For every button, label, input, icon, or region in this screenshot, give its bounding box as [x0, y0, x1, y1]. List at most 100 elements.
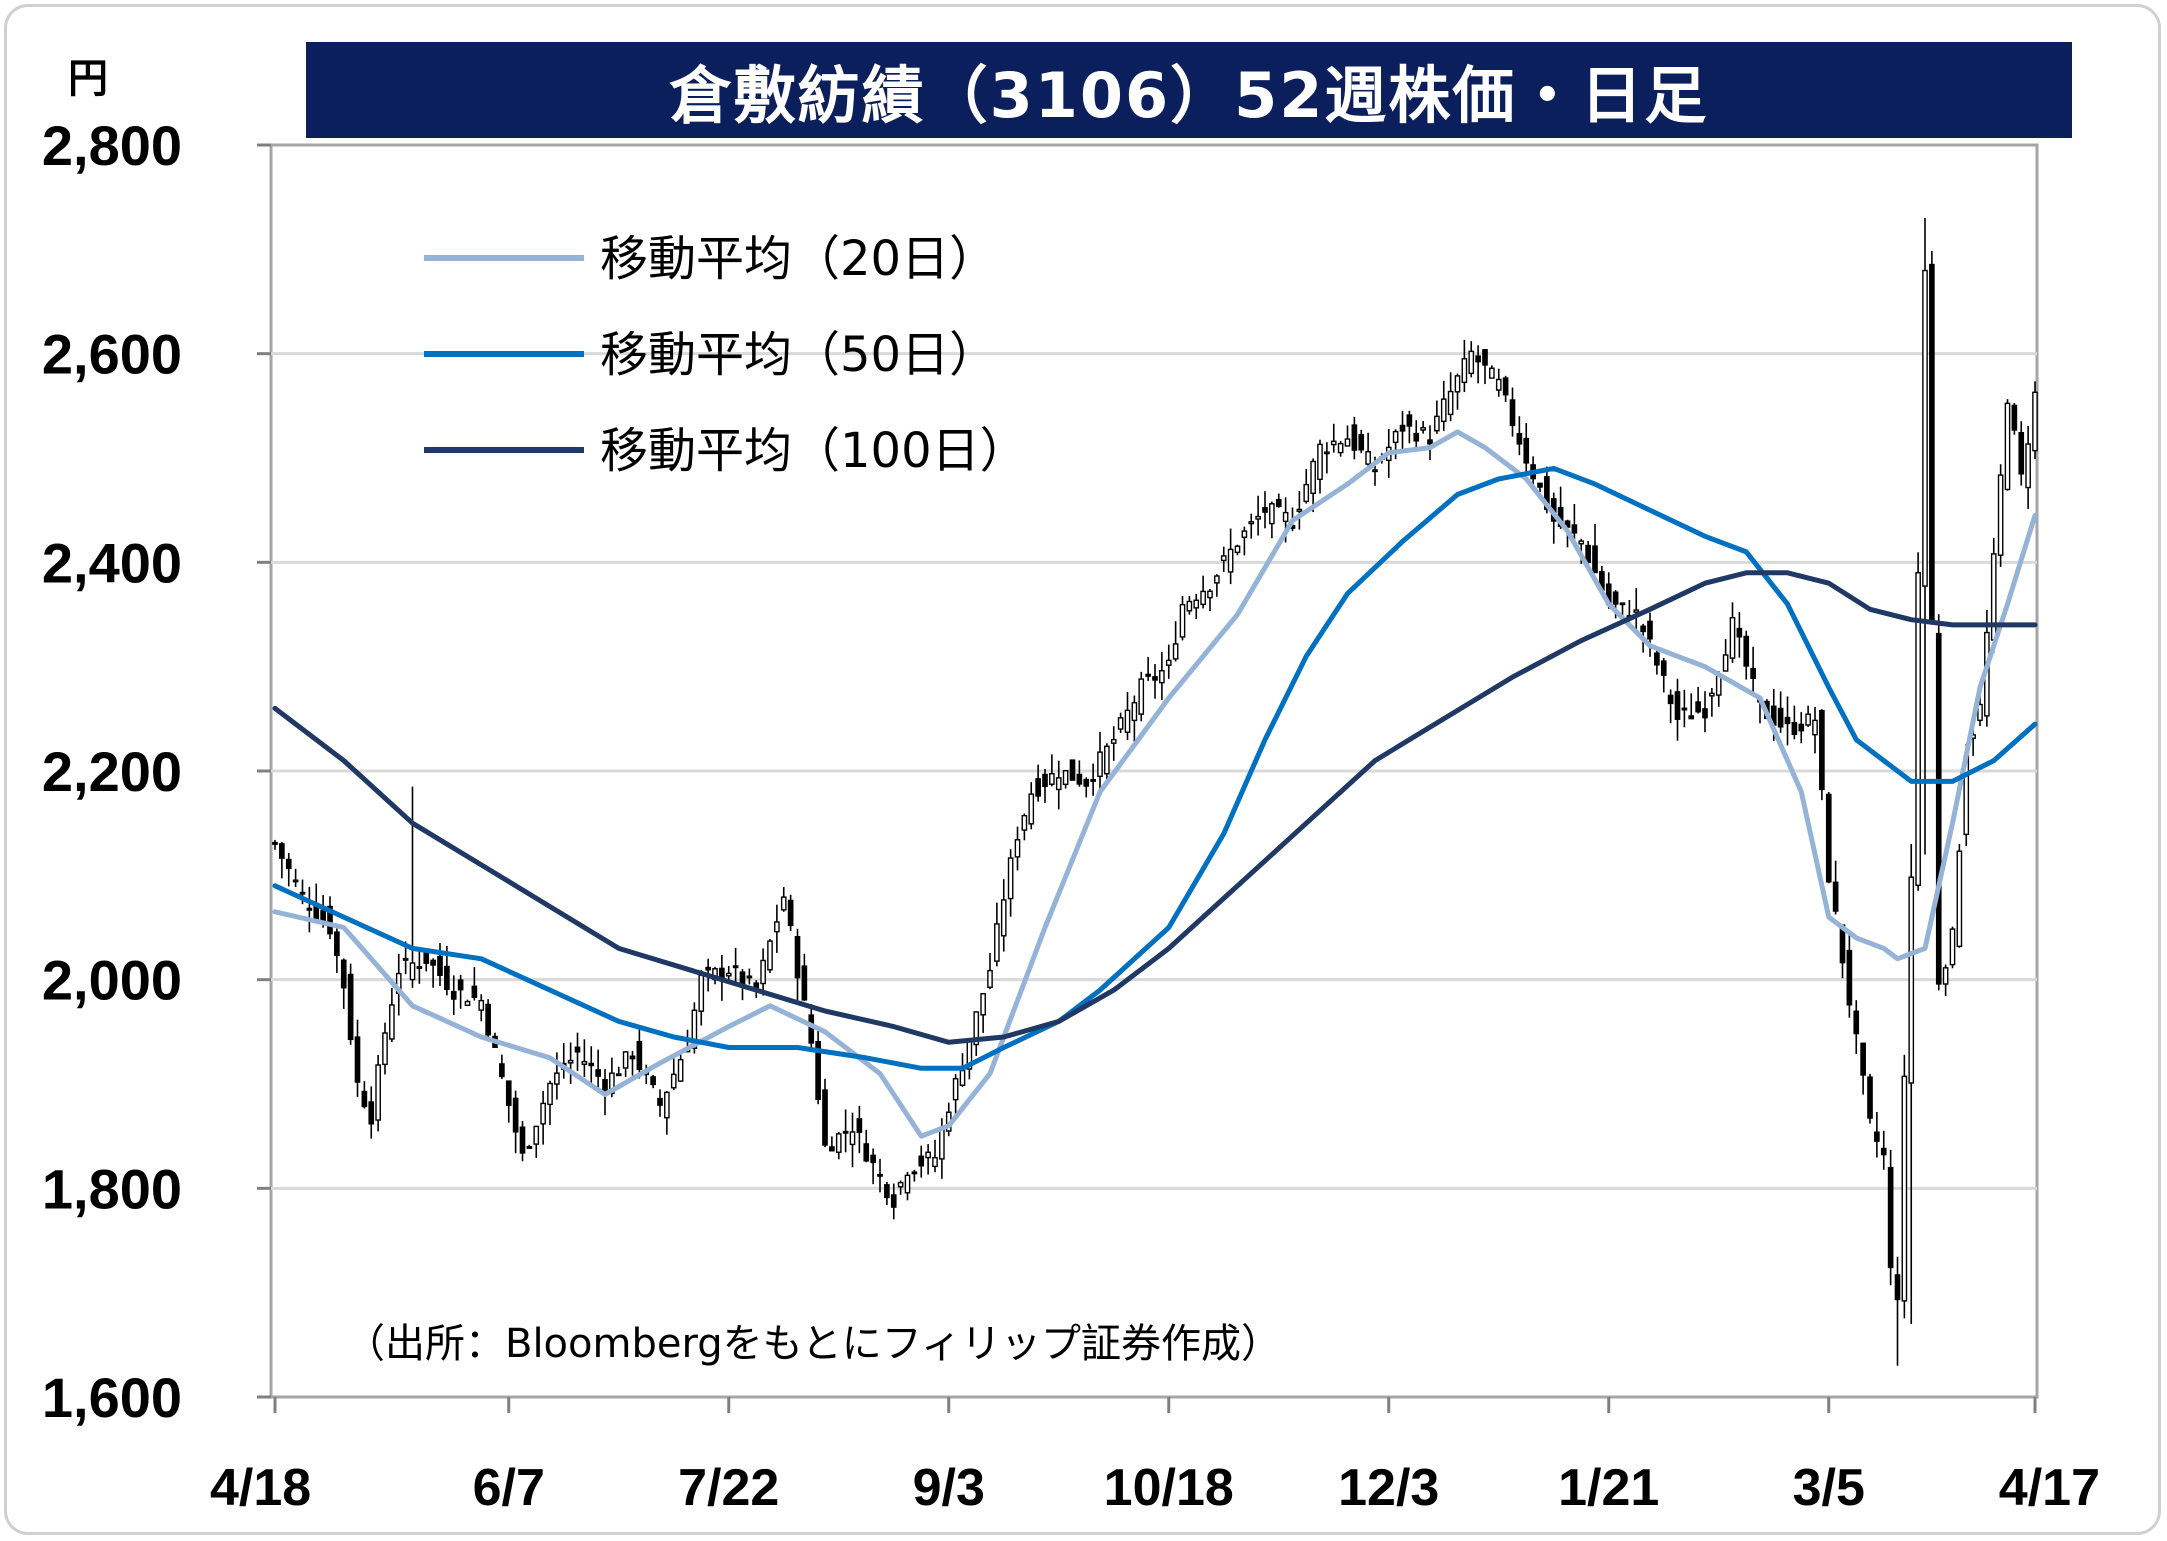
candle-body [877, 1173, 883, 1177]
candle-body [1152, 676, 1158, 681]
candle-body [670, 1073, 677, 1089]
candle-body [1929, 263, 1935, 624]
candle-body [1736, 627, 1743, 638]
candle-body [1186, 600, 1193, 612]
candle-body [320, 909, 326, 922]
candle-body [567, 1059, 574, 1064]
candle-body [457, 979, 464, 991]
legend-label: 移動平均（50日） [600, 327, 997, 383]
ma-line-1 [272, 429, 2038, 1139]
candle-body [1695, 701, 1701, 713]
y-tick-label: 2,600 [42, 323, 182, 386]
candle-body [1509, 399, 1516, 427]
candle-body [1578, 540, 1585, 545]
candle-body [932, 1156, 938, 1168]
candle-body [1647, 620, 1653, 640]
candle-body [746, 975, 753, 979]
legend-label: 移動平均（100日） [600, 423, 1028, 479]
candle-body [1544, 476, 1550, 510]
candle-body [1035, 778, 1041, 797]
candle-body [636, 1040, 643, 1071]
candle-body [1310, 460, 1316, 495]
candle-body [2011, 404, 2018, 431]
candle-body [808, 1014, 815, 1044]
candle-body [918, 1155, 925, 1167]
candle-body [1922, 269, 1928, 587]
y-axis-ticks: 1,600 1,800 2,000 2,200 2,400 2,600 2,800 [42, 114, 271, 1429]
candle-body [1585, 544, 1591, 564]
candle-body [1784, 716, 1791, 725]
candle-body [1330, 440, 1337, 446]
y-tick-label: 2,000 [42, 949, 182, 1012]
candle-body [519, 1126, 526, 1154]
candle-body [1832, 881, 1839, 912]
candle-body [1482, 349, 1488, 366]
candle-body [980, 993, 986, 1016]
candle-body [1612, 591, 1619, 605]
candle-body [327, 905, 333, 935]
candle-body [389, 1004, 395, 1040]
candle-body [1399, 424, 1406, 432]
candle-body [279, 843, 285, 859]
candle-body [760, 959, 766, 985]
candle-body [1000, 899, 1007, 937]
candle-body [1894, 1274, 1901, 1301]
candle-body [1791, 721, 1798, 736]
candle-body [1468, 350, 1475, 375]
candle-body [1234, 545, 1241, 554]
candle-body [1007, 857, 1014, 900]
candle-body [815, 1040, 821, 1100]
candle-body [1055, 777, 1062, 791]
candle-body [1248, 521, 1255, 525]
candle-body [1722, 654, 1729, 672]
x-tick-label: 3/5 [1793, 1459, 1865, 1517]
candle-body [1977, 703, 1983, 722]
candle-body [361, 1090, 368, 1108]
candle-body [478, 999, 485, 1011]
candle-body [1654, 652, 1660, 666]
candle-body [829, 1146, 835, 1152]
candle-body [1874, 1131, 1880, 1142]
ma-line-2 [272, 465, 2038, 1071]
candle-body [1220, 555, 1227, 562]
candle-body [856, 1118, 863, 1133]
candle-body [1179, 603, 1186, 638]
candle-body [347, 973, 354, 1041]
candle-body [1138, 678, 1145, 715]
candle-body [1392, 430, 1399, 444]
candle-body [2004, 402, 2011, 491]
candle-body [870, 1154, 876, 1164]
candle-body [2032, 391, 2038, 452]
candle-body [471, 985, 478, 998]
candle-body [306, 907, 313, 911]
candle-body [835, 1133, 842, 1153]
candle-body [1042, 773, 1048, 788]
candle-body [1131, 701, 1138, 722]
candle-body [1124, 709, 1131, 733]
x-tick-label: 6/7 [473, 1459, 545, 1517]
candle-body [402, 957, 409, 961]
x-tick-label: 4/18 [210, 1459, 311, 1517]
candle-body [272, 841, 278, 845]
candle-body [1908, 876, 1915, 1084]
candle-body [581, 1060, 588, 1065]
candle-body [1227, 548, 1234, 573]
candle-body [1344, 438, 1351, 447]
candle-body [1097, 751, 1103, 778]
candle-body [1076, 773, 1083, 785]
candle-body [1200, 590, 1206, 606]
candle-body [705, 966, 711, 971]
candle-body [1709, 692, 1715, 697]
candle-body [1867, 1076, 1873, 1119]
candle-body [939, 1128, 945, 1160]
candle-body [588, 1062, 595, 1067]
candle-body [1812, 719, 1818, 736]
candle-body [409, 962, 416, 981]
candle-body [1949, 928, 1956, 966]
candle-body [526, 1145, 533, 1149]
candle-body [437, 955, 443, 976]
candle-body [1633, 609, 1640, 613]
candle-body [925, 1151, 931, 1159]
candle-body [890, 1194, 897, 1208]
candle-body [1275, 498, 1282, 508]
